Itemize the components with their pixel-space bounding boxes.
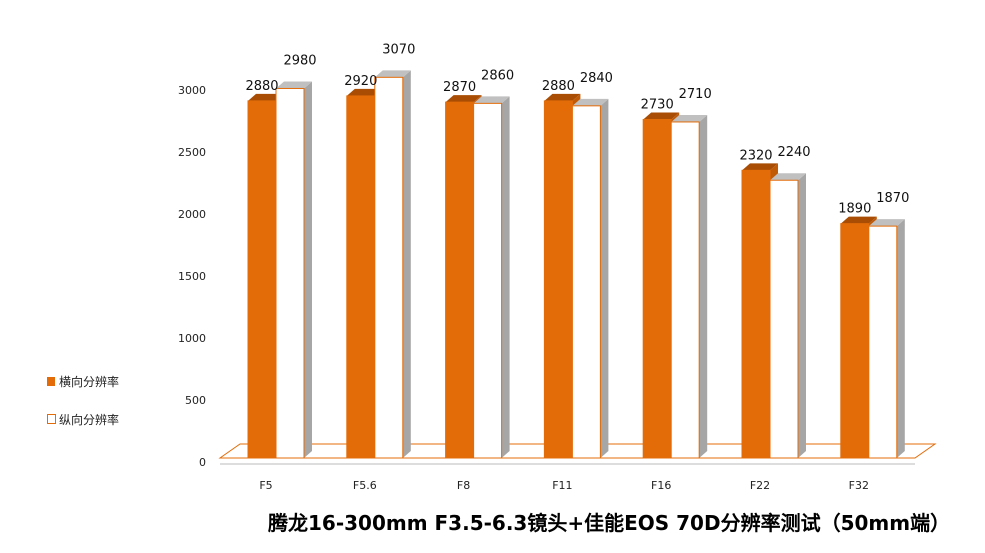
- bar-top: [840, 216, 877, 224]
- bar-front: [741, 169, 771, 459]
- bar-front: [868, 225, 898, 459]
- y-tick-label: 500: [185, 394, 206, 407]
- bar-top: [276, 81, 312, 89]
- bar-front: [374, 76, 404, 459]
- bar-F16-series-2: [670, 114, 708, 459]
- bar-side: [699, 114, 708, 459]
- data-label-F11-series-1: 2880: [542, 79, 575, 94]
- bar-front: [346, 95, 376, 459]
- x-tick-F8: F8: [457, 479, 470, 492]
- bar-front: [840, 223, 870, 459]
- bar-side: [600, 98, 609, 458]
- bar-top: [346, 88, 383, 96]
- x-tick-F11: F11: [552, 479, 572, 492]
- data-label-F22-series-1: 2320: [739, 148, 772, 163]
- legend-swatch-series-1: [47, 377, 55, 386]
- x-tick-F5: F5: [259, 479, 272, 492]
- y-tick-label: 2000: [178, 208, 206, 221]
- data-label-F8-series-1: 2870: [443, 80, 476, 95]
- data-label-F5.6-series-2: 3070: [382, 42, 415, 57]
- data-label-F5.6-series-1: 2920: [344, 74, 377, 89]
- bar-F11-series-2: [571, 98, 609, 459]
- x-tick-F32: F32: [849, 479, 869, 492]
- bar-side: [402, 70, 411, 458]
- bar-F5.6-series-2: [374, 70, 411, 459]
- bar-F32-series-2: [868, 219, 905, 459]
- data-label-F5-series-2: 2980: [283, 53, 316, 68]
- y-tick-label: 2500: [178, 146, 206, 159]
- bar-top: [544, 93, 581, 101]
- data-label-F32-series-1: 1890: [838, 202, 871, 217]
- bar-F8-series-2: [473, 96, 510, 459]
- bar-top: [374, 70, 411, 78]
- bar-top: [742, 163, 778, 171]
- bar-top: [473, 96, 510, 104]
- data-label-F16-series-1: 2730: [641, 97, 674, 112]
- bar-side: [304, 81, 312, 458]
- bar-top: [770, 173, 806, 181]
- bar-top: [868, 219, 905, 227]
- x-tick-F22: F22: [750, 479, 770, 492]
- legend-swatch-series-2: [47, 414, 56, 424]
- legend-label-series-1: 横向分辨率: [59, 374, 119, 389]
- x-tick-F16: F16: [651, 479, 671, 492]
- bar-side: [896, 219, 905, 458]
- bar-front: [445, 101, 475, 459]
- bar-front: [769, 179, 799, 459]
- data-label-F5-series-1: 2880: [245, 79, 278, 94]
- chart-title: 腾龙16-300mm F3.5-6.3镜头+佳能EOS 70D分辨率测试（50m…: [268, 511, 950, 535]
- bar-top: [643, 112, 680, 120]
- data-labels: 2880 2980 2920 3070 2870 2860 2880 2840 2730 2710…: [245, 42, 909, 216]
- bar-side: [798, 173, 806, 459]
- data-label-F22-series-2: 2240: [777, 145, 810, 160]
- bar-top: [572, 98, 609, 106]
- data-label-F32-series-2: 1870: [876, 191, 909, 206]
- data-label-F8-series-2: 2860: [481, 68, 514, 83]
- data-label-F16-series-2: 2710: [679, 87, 712, 102]
- y-tick-label: 0: [199, 456, 206, 469]
- bar-front: [473, 102, 503, 459]
- legend-label-series-2: 纵向分辨率: [59, 412, 119, 427]
- bar-side: [501, 96, 510, 459]
- bar-top: [445, 95, 482, 103]
- x-tick-F5.6: F5.6: [353, 479, 377, 492]
- legend: 横向分辨率 纵向分辨率: [47, 374, 119, 427]
- y-tick-label: 1000: [178, 332, 206, 345]
- bar-front: [642, 118, 672, 459]
- bar-F22-series-2: [769, 173, 806, 459]
- x-axis-ticks: F5 F5.6 F8 F11 F16 F22 F32: [259, 479, 869, 492]
- bar-front: [247, 100, 277, 459]
- y-axis-ticks: 0 500 1000 1500 2000 2500 3000: [178, 84, 206, 469]
- bar-top: [671, 114, 708, 122]
- data-label-F11-series-2: 2840: [580, 71, 613, 86]
- bar-front: [670, 121, 700, 459]
- bars: [247, 70, 905, 459]
- bar-F5-series-2: [275, 81, 312, 459]
- bar-front: [275, 87, 305, 459]
- y-tick-label: 1500: [178, 270, 206, 283]
- bar-front: [571, 105, 601, 459]
- bar-front: [543, 100, 573, 459]
- y-tick-label: 3000: [178, 84, 206, 97]
- bar-top: [248, 93, 284, 101]
